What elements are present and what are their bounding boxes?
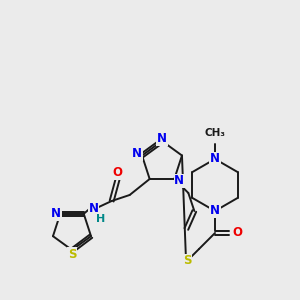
Text: N: N	[210, 152, 220, 166]
Text: CH₃: CH₃	[205, 128, 226, 138]
Text: N: N	[174, 175, 184, 188]
Text: H: H	[96, 214, 105, 224]
Text: O: O	[113, 167, 123, 179]
Text: O: O	[232, 226, 242, 239]
Text: N: N	[51, 207, 61, 220]
Text: S: S	[183, 254, 191, 268]
Text: N: N	[157, 133, 167, 146]
Text: S: S	[68, 248, 76, 260]
Text: N: N	[132, 147, 142, 160]
Text: N: N	[89, 202, 99, 215]
Text: N: N	[210, 205, 220, 218]
